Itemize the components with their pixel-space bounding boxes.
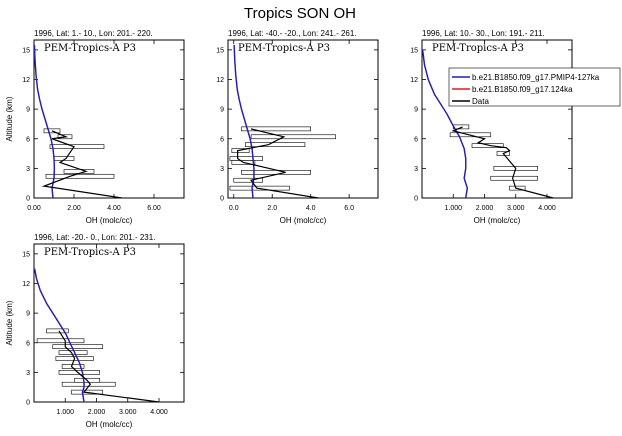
error-bar — [490, 175, 538, 181]
error-bar — [241, 170, 311, 175]
y-tick-label: 3 — [26, 166, 30, 173]
x-axis-label: OH (molc/cc) — [474, 216, 521, 225]
legend-label: Data — [472, 97, 489, 106]
chart-panel-3: 1996, Lat: 10.- 30., Lon: 191.- 211. 0 3 6 9… — [410, 29, 573, 225]
y-tick-label: 12 — [22, 281, 30, 288]
panel-title: 1996, Lat: 1.- 10., Lon: 201.- 220. — [34, 29, 153, 38]
x-tick-label: 2.00 — [67, 205, 81, 212]
plot-area — [34, 44, 123, 198]
x-tick-label: 4.0 — [306, 205, 316, 212]
x-tick-label: 0.00 — [27, 205, 41, 212]
x-tick-label: 3.000 — [507, 205, 525, 212]
y-tick-label: 15 — [22, 251, 30, 258]
x-tick-label: 4.000 — [150, 409, 168, 416]
plot-frame — [33, 243, 185, 403]
model-124ka-line — [233, 44, 255, 198]
x-tick-label: 2.000 — [476, 205, 494, 212]
model-127ka-line — [34, 268, 85, 402]
figure-title: Tropics SON OH — [244, 5, 356, 22]
error-bar — [36, 338, 85, 344]
y-tick-label: 9 — [26, 311, 30, 318]
y-tick-label: 3 — [220, 166, 224, 173]
y-axis-label: Altitude (km) — [5, 96, 14, 141]
plot-frame — [33, 39, 185, 199]
x-tick-label: 0.0 — [229, 205, 239, 212]
y-tick-label: 3 — [26, 370, 30, 377]
y-tick-label: 9 — [414, 107, 418, 114]
campaign-label: PEM-Tropics-A P3 — [432, 43, 524, 54]
chart-panel-4: 1996, Lat: -20.- 0., Lon: 201.- 231. 0 3 6 9… — [5, 233, 185, 429]
y-tick-label: 6 — [26, 136, 30, 143]
x-tick-label: 4.000 — [538, 205, 556, 212]
y-axis-label: Altitude (km) — [5, 300, 14, 345]
error-bar — [63, 169, 95, 174]
y-tick-label: 12 — [216, 77, 224, 84]
x-tick-label: 3.000 — [119, 409, 137, 416]
model-127ka-line — [233, 44, 255, 198]
error-bar — [58, 350, 88, 355]
y-tick-label: 0 — [220, 196, 224, 203]
y-tick-label: 9 — [220, 107, 224, 114]
legend-label: b.e21.B1850.f09_g17.124ka — [472, 85, 573, 94]
plot-frame — [227, 39, 379, 199]
x-tick-label: 4.00 — [107, 205, 121, 212]
panel-grid: 1996, Lat: 1.- 10., Lon: 201.- 220.03691… — [5, 29, 573, 429]
y-tick-label: 0 — [414, 196, 418, 203]
error-bar — [452, 124, 470, 130]
y-tick-label: 0 — [26, 400, 30, 407]
error-bar — [52, 344, 104, 350]
error-bar — [241, 126, 311, 132]
plot-area — [422, 49, 554, 198]
legend-label: b.e21.B1850.f09_g17.PMIP4-127ka — [472, 73, 600, 82]
x-tick-label: 1.000 — [56, 409, 74, 416]
x-tick-label: 2.000 — [88, 409, 106, 416]
error-bar — [45, 173, 115, 179]
error-bar — [46, 328, 69, 334]
y-tick-label: 15 — [22, 47, 30, 54]
y-tick-label: 6 — [26, 340, 30, 347]
error-bar — [49, 144, 105, 149]
y-tick-label: 0 — [26, 196, 30, 203]
y-tick-label: 3 — [414, 166, 418, 173]
x-tick-label: 6.0 — [344, 205, 354, 212]
x-tick-label: 1.000 — [444, 205, 462, 212]
x-axis-label: OH (molc/cc) — [280, 216, 327, 225]
observed-data-line — [237, 128, 319, 198]
y-tick-label: 6 — [414, 136, 418, 143]
plot-area — [34, 268, 160, 402]
y-tick-label: 12 — [410, 77, 418, 84]
x-axis-label: OH (molc/cc) — [86, 420, 133, 429]
chart-panel-2: 1996, Lat: -40.- -20., Lon: 241.- 261. 0 3… — [216, 29, 379, 225]
chart-panel-1: 1996, Lat: 1.- 10., Lon: 201.- 220. 0 3 6 9 1… — [5, 29, 185, 225]
x-tick-label: 2.0 — [267, 205, 277, 212]
panel-title: 1996, Lat: -20.- 0., Lon: 201.- 231. — [34, 233, 155, 242]
model-127ka-line — [34, 44, 56, 198]
panel-title: 1996, Lat: -40.- -20., Lon: 241.- 261. — [228, 29, 357, 38]
plot-frame — [421, 39, 573, 199]
error-bar — [229, 156, 263, 161]
y-tick-label: 15 — [216, 47, 224, 54]
model-127ka-line — [422, 49, 469, 198]
legend-box — [448, 67, 621, 107]
error-bar — [245, 142, 306, 147]
campaign-label: PEM-Tropics-A P3 — [44, 247, 136, 258]
observed-data-line — [451, 126, 554, 198]
y-tick-label: 6 — [220, 136, 224, 143]
error-bar — [471, 143, 504, 148]
plot-area — [229, 44, 336, 198]
panel-title: 1996, Lat: 10.- 30., Lon: 191.- 211. — [422, 29, 545, 38]
legend: b.e21.B1850.f09_g17.PMIP4-127ka b.e21.B18… — [448, 67, 621, 107]
campaign-label: PEM-Tropics-A P3 — [44, 43, 136, 54]
error-bar — [233, 177, 263, 183]
error-bar — [250, 134, 336, 140]
y-tick-label: 12 — [22, 77, 30, 84]
campaign-label: PEM-Tropics-A P3 — [238, 43, 330, 54]
x-axis-label: OH (molc/cc) — [86, 216, 133, 225]
observed-data-line — [58, 330, 160, 402]
x-tick-label: 6.00 — [147, 205, 161, 212]
observed-data-line — [41, 130, 123, 198]
y-tick-label: 15 — [410, 47, 418, 54]
y-tick-label: 9 — [26, 107, 30, 114]
